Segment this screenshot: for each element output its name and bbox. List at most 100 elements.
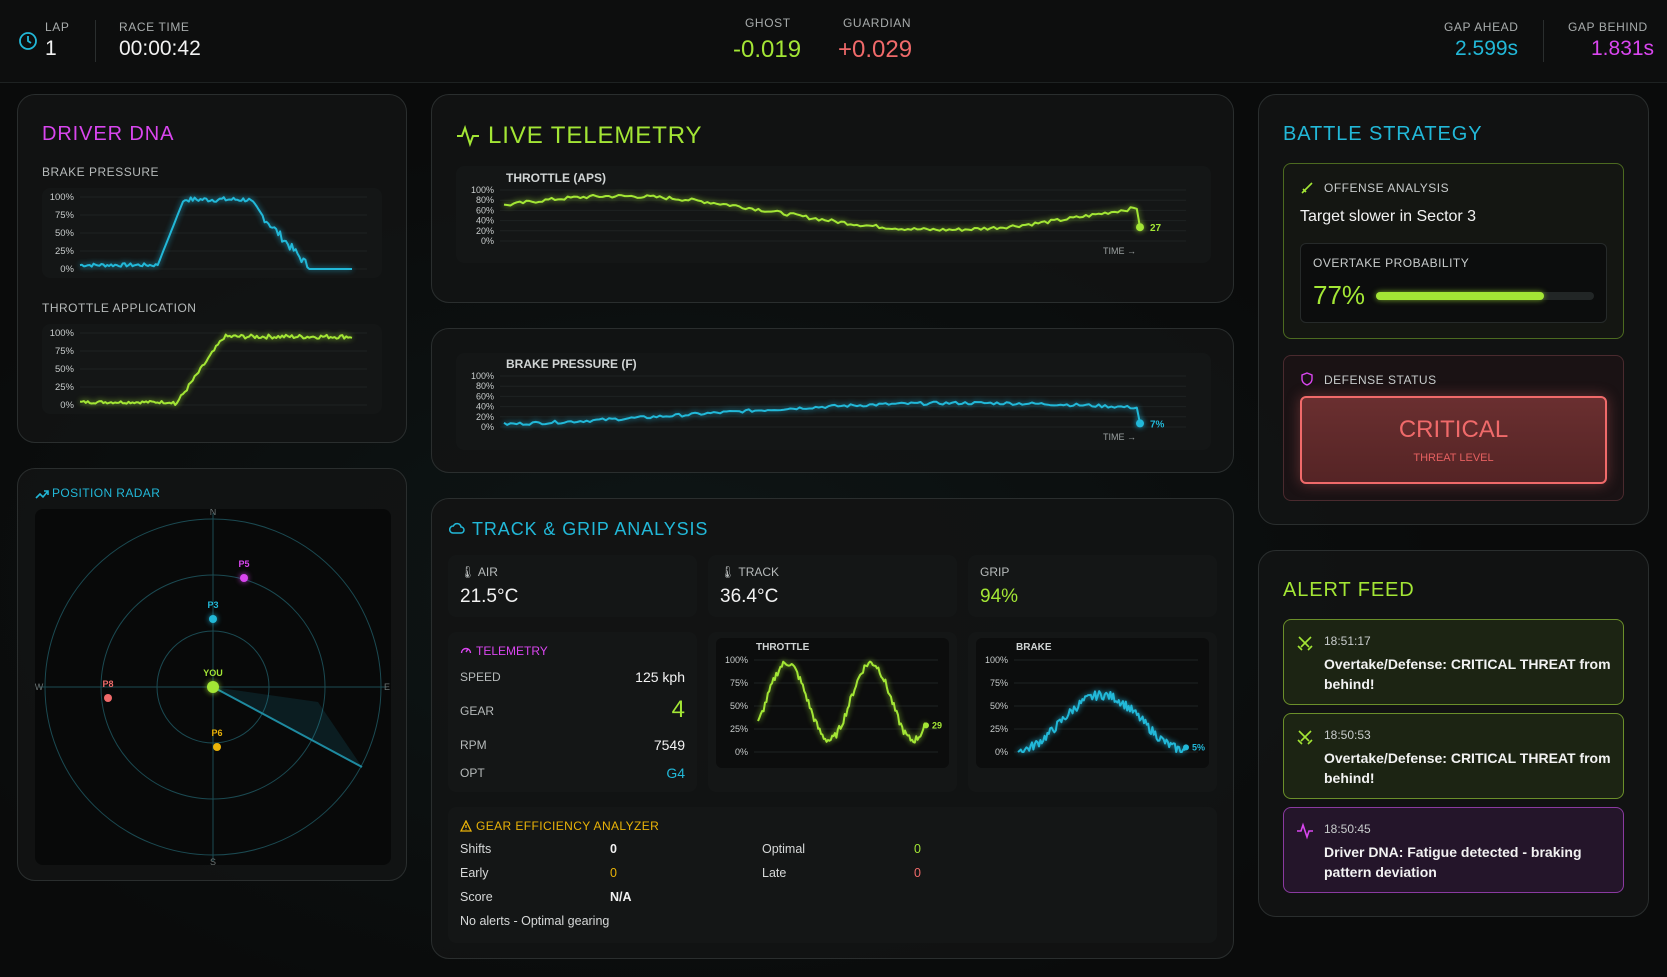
- top-status-bar: LAP 1 RACE TIME 00:00:42 GHOST -0.019 GU…: [0, 0, 1667, 83]
- you-label: YOU: [203, 668, 223, 678]
- gap-behind-label: GAP BEHIND: [1568, 20, 1648, 34]
- gear-status-text: No alerts - Optimal gearing: [460, 914, 610, 928]
- gear-label: GEAR: [460, 704, 495, 718]
- car-label-p5: P5: [238, 559, 249, 569]
- alert-time: 18:50:45: [1324, 822, 1371, 836]
- brake-pressure-line: [79, 196, 352, 270]
- y-tick-label: 75%: [730, 678, 748, 688]
- overtake-progress-fill: [1376, 292, 1544, 300]
- y-tick-label: 100%: [725, 655, 748, 665]
- y-tick-label: 25%: [55, 382, 75, 393]
- lap-value: 1: [45, 37, 57, 60]
- track-label-row: 🌡 TRACK: [720, 565, 779, 579]
- mini-brake-plot: 100% 75% 50% 25% 0% 5% BRAKE: [976, 638, 1209, 768]
- score-label: Score: [460, 890, 493, 904]
- offense-label: OFFENSE ANALYSIS: [1324, 181, 1450, 195]
- clock-icon: [19, 32, 37, 50]
- throttle-aps-chart: 100% 80% 60% 40% 20% 0% 27 TIME → THROTTLE (APS…: [456, 166, 1211, 263]
- y-tick-label: 50%: [990, 701, 1008, 711]
- battle-strategy-panel: BATTLE STRATEGY OFFENSE ANALYSIS Target …: [1258, 94, 1649, 525]
- mini-throttle-dot: [923, 722, 929, 729]
- track-grip-panel: TRACK & GRIP ANALYSIS 🌡 AIR 21.5°C 🌡 TRA…: [431, 498, 1234, 959]
- mini-throttle-plot: 100% 75% 50% 25% 0% 29 THROTTLE: [716, 638, 949, 768]
- y-tick-label: 60%: [476, 391, 494, 401]
- early-value: 0: [610, 866, 617, 880]
- guardian-label: GUARDIAN: [843, 16, 912, 30]
- car-marker-p8: [104, 694, 112, 702]
- radar-sweep-line: [212, 686, 363, 768]
- defense-label: DEFENSE STATUS: [1324, 373, 1437, 387]
- pulse-icon: [1297, 822, 1313, 840]
- car-marker-p6: [213, 743, 221, 751]
- divider: [1543, 20, 1544, 62]
- grip-value: 94%: [980, 586, 1019, 607]
- activity-icon: [457, 125, 479, 147]
- y-tick-label: 80%: [476, 381, 494, 391]
- throttle-chart: 100% 75% 50% 25% 0%: [42, 324, 382, 414]
- throttle-application-line: [79, 333, 353, 406]
- y-tick-label: 0%: [995, 747, 1008, 757]
- alert-item[interactable]: 18:51:17 Overtake/Defense: CRITICAL THRE…: [1283, 619, 1624, 705]
- gauge-icon: [460, 647, 472, 654]
- brake-pressure-f-line: [503, 400, 1141, 426]
- defense-status-card: DEFENSE STATUS CRITICAL THREAT LEVEL: [1283, 355, 1624, 501]
- speed-value: 125 kph: [635, 669, 685, 685]
- y-tick-label: 100%: [50, 192, 75, 203]
- y-tick-label: 100%: [50, 328, 75, 339]
- trend-up-icon: [35, 490, 49, 499]
- race-time-label: RACE TIME: [119, 20, 190, 34]
- optimal-label: Optimal: [762, 842, 806, 856]
- threat-level-box: CRITICAL THREAT LEVEL: [1300, 396, 1607, 484]
- car-marker-p3: [209, 615, 217, 623]
- brake-end-label: 7%: [1150, 419, 1165, 430]
- alert-message: Overtake/Defense: CRITICAL THREAT from b…: [1324, 656, 1611, 692]
- alert-time: 18:51:17: [1324, 634, 1371, 648]
- y-tick-label: 0%: [60, 264, 74, 275]
- gap-behind-value: 1.831s: [1591, 37, 1655, 60]
- car-marker-p5: [240, 574, 248, 582]
- position-radar-panel: POSITION RADAR N E S W YOU P5 P3 P8: [17, 468, 407, 881]
- mini-brake-card: 100% 75% 50% 25% 0% 5% BRAKE: [968, 632, 1217, 792]
- mini-throttle-card: 100% 75% 50% 25% 0% 29 THROTTLE: [708, 632, 957, 792]
- cloud-icon: [449, 522, 465, 534]
- optimal-value: 0: [914, 842, 921, 856]
- late-value: 0: [914, 866, 921, 880]
- mini-brake-dot: [1183, 744, 1189, 751]
- ghost-delta: -0.019: [733, 36, 802, 63]
- air-label-row: 🌡 AIR: [460, 565, 498, 579]
- radar-title: POSITION RADAR: [52, 486, 161, 500]
- offense-text: Target slower in Sector 3: [1300, 208, 1477, 225]
- compass-n: N: [210, 509, 217, 517]
- y-tick-label: 75%: [990, 678, 1008, 688]
- early-label: Early: [460, 866, 489, 880]
- radar-scope: N E S W YOU P5 P3 P8 P6: [35, 507, 391, 867]
- battle-strategy-title: BATTLE STRATEGY: [1283, 123, 1483, 145]
- alert-item[interactable]: 18:50:53 Overtake/Defense: CRITICAL THRE…: [1283, 713, 1624, 799]
- lap-label: LAP: [45, 20, 70, 34]
- y-tick-label: 25%: [990, 724, 1008, 734]
- opt-value: G4: [666, 765, 685, 781]
- gear-efficiency-card: GEAR EFFICIENCY ANALYZER Shifts 0 Optima…: [448, 807, 1217, 943]
- gap-ahead-label: GAP AHEAD: [1444, 20, 1519, 34]
- driver-dna-panel: DRIVER DNA BRAKE PRESSURE 100% 75% 50% 25% 0…: [17, 94, 407, 443]
- overtake-probability-box: OVERTAKE PROBABILITY 77%: [1300, 243, 1607, 323]
- y-tick-label: 20%: [476, 412, 494, 422]
- mini-throttle-end: 29: [932, 720, 942, 730]
- guardian-delta: +0.029: [838, 36, 913, 63]
- y-tick-label: 50%: [55, 364, 75, 375]
- car-label-p3: P3: [207, 600, 218, 610]
- air-label: AIR: [477, 565, 498, 579]
- alert-message: Overtake/Defense: CRITICAL THREAT from b…: [1324, 750, 1611, 786]
- gear-efficiency-title: GEAR EFFICIENCY ANALYZER: [476, 819, 660, 833]
- swords-icon: [1297, 636, 1313, 651]
- opt-label: OPT: [460, 766, 485, 780]
- alert-item[interactable]: 18:50:45 Driver DNA: Fatigue detected - …: [1283, 807, 1624, 893]
- throttle-application-label: THROTTLE APPLICATION: [42, 301, 197, 315]
- y-tick-label: 0%: [481, 236, 494, 246]
- throttle-aps-line: [503, 194, 1141, 232]
- track-temp-card: 🌡 TRACK 36.4°C: [708, 555, 957, 617]
- offense-analysis-card: OFFENSE ANALYSIS Target slower in Sector…: [1283, 163, 1624, 339]
- time-axis-label: TIME →: [1103, 432, 1136, 442]
- telemetry-title: TELEMETRY: [476, 644, 548, 658]
- mini-brake-end: 5%: [1192, 742, 1205, 752]
